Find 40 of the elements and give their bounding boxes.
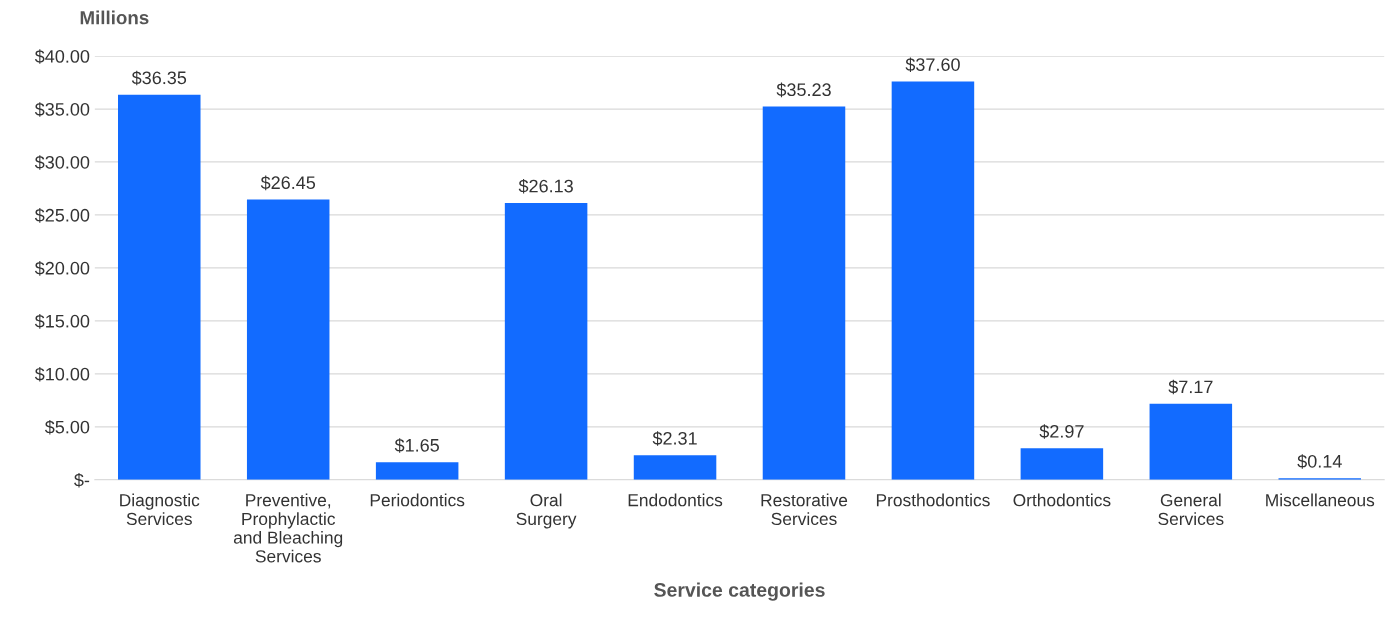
x-tick-label: Orthodontics xyxy=(1013,493,1111,507)
y-tick-label: $25.00 xyxy=(34,208,90,223)
bar xyxy=(891,81,975,480)
x-tick-label: Preventive, Prophylactic and Bleaching Services xyxy=(233,493,343,563)
data-label: $2.31 xyxy=(652,431,697,446)
x-tick-label: Endodontics xyxy=(628,493,723,507)
data-label: $1.65 xyxy=(394,438,439,453)
y-tick-label: $15.00 xyxy=(34,314,90,329)
data-label: $7.17 xyxy=(1168,379,1213,395)
bar xyxy=(504,202,588,480)
y-axis-title: Millions xyxy=(80,10,149,25)
x-axis-title: Service categories xyxy=(654,582,825,601)
data-label: $36.35 xyxy=(131,70,187,86)
bar xyxy=(1020,448,1104,480)
bar xyxy=(1149,403,1233,480)
bar xyxy=(633,455,717,480)
y-tick-label: $40.00 xyxy=(34,49,90,64)
y-tick-label: $30.00 xyxy=(34,155,90,170)
x-tick-label: Prosthodontics xyxy=(876,493,990,507)
data-label: $37.60 xyxy=(905,57,960,73)
y-tick-label: $5.00 xyxy=(44,419,90,435)
bar xyxy=(118,94,201,480)
data-label: $0.14 xyxy=(1297,454,1342,469)
x-tick-label: Diagnostic Services xyxy=(120,493,200,526)
data-label: $26.45 xyxy=(260,175,316,191)
data-label: $35.23 xyxy=(776,82,831,98)
x-tick-label: Periodontics xyxy=(370,493,465,507)
data-label: $2.97 xyxy=(1039,424,1084,439)
y-tick-label: $35.00 xyxy=(34,102,90,117)
bar xyxy=(375,462,459,480)
y-tick-label: $20.00 xyxy=(34,261,90,276)
bar xyxy=(762,106,846,480)
bar xyxy=(246,199,330,480)
x-tick-label: General Services xyxy=(1158,493,1224,526)
y-tick-label: $10.00 xyxy=(34,366,90,382)
data-label: $26.13 xyxy=(518,178,573,194)
y-tick-label: $- xyxy=(74,472,90,488)
x-tick-label: Miscellaneous xyxy=(1266,493,1375,507)
x-tick-label: Oral Surgery xyxy=(516,493,577,529)
x-tick-label: Restorative Services xyxy=(761,493,848,526)
